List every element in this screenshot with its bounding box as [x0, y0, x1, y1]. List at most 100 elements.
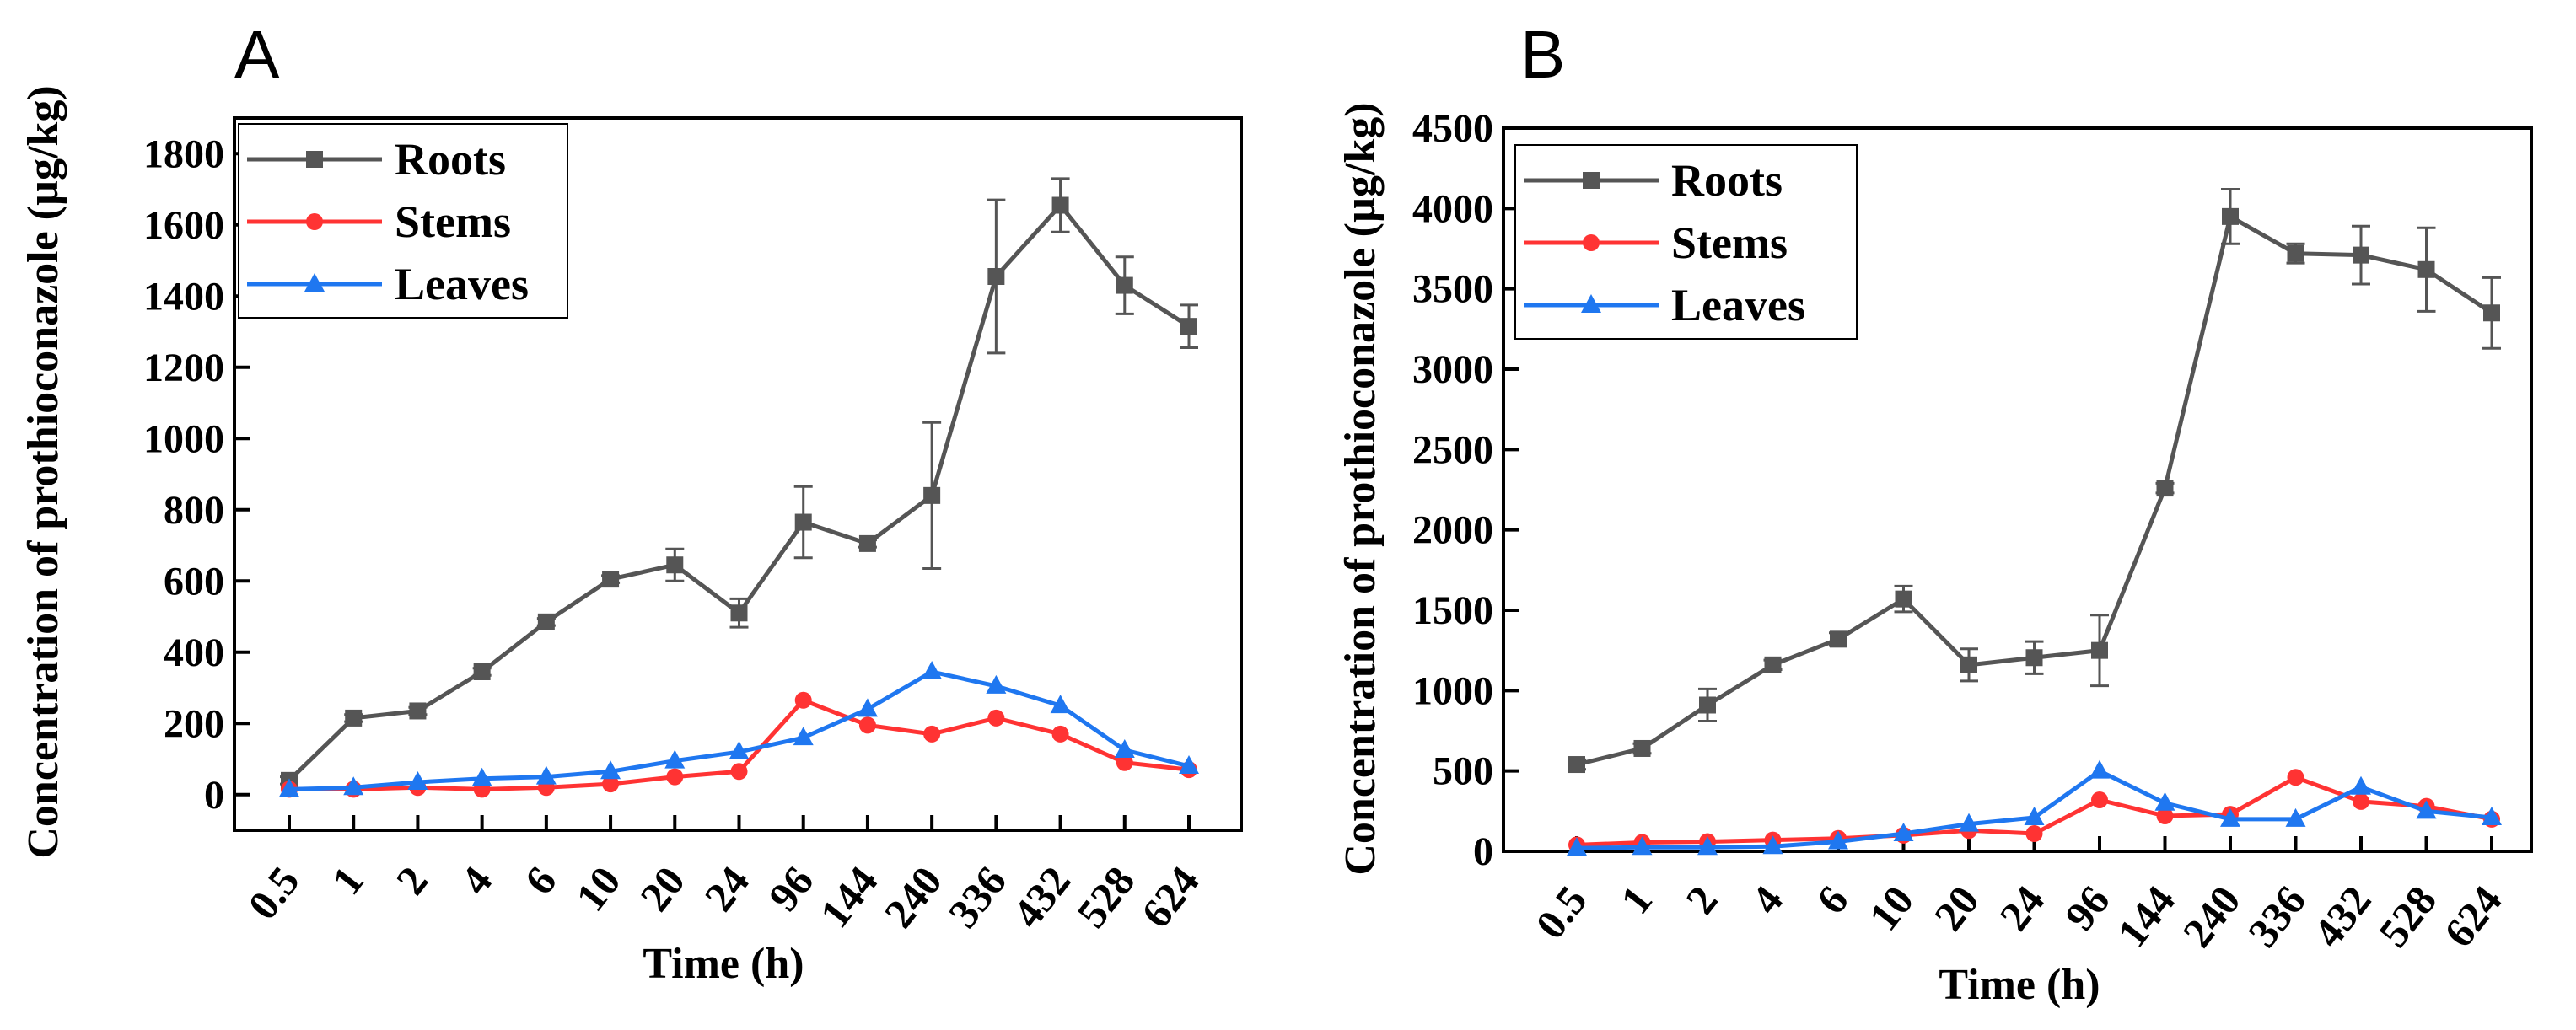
data-point [2285, 807, 2306, 827]
x-tick-label: 20 [631, 857, 694, 920]
data-point [1830, 630, 1847, 648]
series-leaves [279, 660, 1199, 797]
data-point [2025, 649, 2043, 667]
y-tick-label: 3500 [1412, 267, 1493, 312]
data-point [2222, 207, 2239, 225]
data-point [1895, 590, 1912, 608]
data-point [1051, 196, 1069, 214]
y-tick-label: 1800 [143, 131, 224, 176]
data-point [1633, 739, 1651, 757]
x-tick-label: 240 [875, 857, 951, 936]
x-tick-label: 432 [1003, 857, 1079, 936]
x-tick-label: 2 [1676, 877, 1727, 922]
data-point [471, 767, 492, 786]
data-point [987, 709, 1005, 727]
data-point [1893, 823, 1914, 842]
legend-marker [1583, 234, 1600, 251]
legend-label: Leaves [1671, 280, 1805, 330]
data-point [858, 716, 876, 734]
legend-marker [1581, 294, 1601, 313]
legend-label: Roots [1671, 155, 1783, 206]
data-point [537, 613, 555, 630]
data-point [664, 749, 686, 769]
data-point [2353, 246, 2369, 264]
x-tick-label: 10 [567, 857, 630, 920]
data-point [2025, 825, 2043, 843]
x-tick-label: 20 [1925, 877, 1988, 939]
x-tick-label: 336 [939, 857, 1015, 936]
data-point [923, 486, 941, 504]
x-tick-label: 624 [2434, 877, 2510, 956]
x-tick-label: 432 [2304, 877, 2380, 956]
data-point [922, 660, 943, 679]
data-point [2091, 641, 2108, 659]
data-point [2351, 775, 2371, 795]
data-point [2416, 800, 2437, 819]
legend-marker [306, 151, 323, 168]
data-point [923, 725, 941, 743]
x-tick-label: 1 [1611, 877, 1662, 922]
y-tick-label: 1600 [143, 203, 224, 248]
y-tick-label: 1400 [143, 274, 224, 319]
data-point [1180, 318, 1197, 335]
data-point [1116, 754, 1133, 771]
y-tick-label: 3000 [1412, 347, 1493, 392]
data-point [730, 763, 748, 781]
data-point [1050, 695, 1071, 714]
data-point [857, 698, 878, 717]
legend-label: Leaves [395, 259, 529, 309]
x-tick-label: 0.5 [1526, 877, 1596, 947]
y-tick-label: 2500 [1412, 427, 1493, 472]
x-tick-label: 6 [1807, 877, 1858, 922]
data-point [2220, 807, 2240, 827]
x-tick-label: 1 [322, 857, 373, 903]
data-point [473, 663, 491, 680]
data-point [1116, 276, 1133, 294]
data-point [600, 760, 621, 780]
x-tick-label: 240 [2173, 877, 2249, 956]
y-tick-label: 1000 [1412, 668, 1493, 713]
data-point [986, 674, 1007, 694]
data-point [407, 770, 428, 790]
x-tick-label: 96 [2056, 877, 2119, 939]
data-point [1764, 656, 1782, 673]
data-point [1828, 830, 1848, 850]
data-point [1567, 837, 1587, 856]
data-point [2156, 480, 2174, 497]
data-point [2156, 807, 2174, 825]
panel-b: B 0 500 1000 1500 2000 2500 3000 3500 4000 4500 0.5… [1336, 17, 2533, 1009]
data-point [2287, 244, 2304, 262]
legend-marker [306, 213, 323, 230]
y-axis-title: Concentration of prothioconazole (µg/kg) [19, 85, 67, 858]
data-point [2089, 759, 2110, 779]
x-tick-label: 2 [387, 857, 438, 903]
y-tick-label: 1200 [143, 346, 224, 390]
x-tick-label: 624 [1132, 857, 1207, 936]
data-point [1697, 836, 1718, 856]
data-point [1114, 738, 1135, 758]
y-tick-label: 0 [1473, 829, 1493, 874]
y-tick-label: 800 [164, 488, 224, 533]
data-point [2417, 260, 2435, 278]
legend-label: Stems [395, 196, 511, 247]
y-tick-label: 400 [164, 630, 224, 675]
x-tick-label: 24 [1990, 877, 2053, 939]
data-point [1699, 696, 1716, 714]
legend: Roots Stems Leaves [1514, 144, 1858, 340]
data-point [1959, 813, 1979, 832]
x-tick-label: 336 [2239, 877, 2315, 956]
data-point [793, 727, 814, 746]
y-tick-label: 1500 [1412, 588, 1493, 633]
x-axis-title: Time (h) [1939, 961, 2100, 1009]
data-point [987, 268, 1005, 286]
data-point [1960, 656, 1977, 673]
y-tick-label: 600 [164, 559, 224, 604]
y-tick-label: 0 [204, 773, 224, 818]
legend: Roots Stems Leaves [238, 123, 568, 319]
data-point [666, 768, 684, 786]
y-tick-label: 200 [164, 701, 224, 746]
data-point [1179, 754, 1199, 774]
data-point [409, 702, 427, 720]
